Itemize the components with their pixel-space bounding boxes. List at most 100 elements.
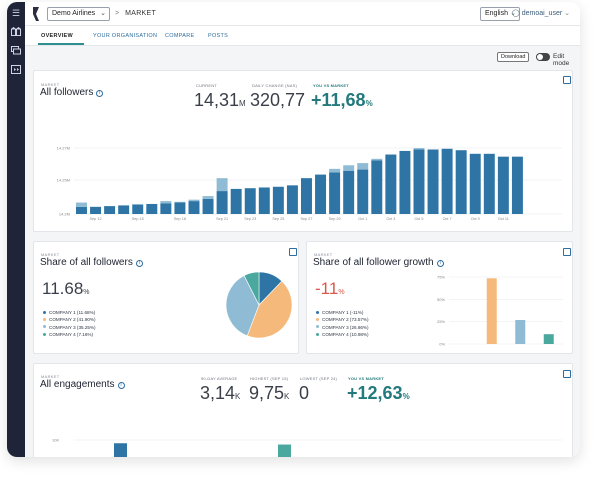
growth-card: MARKET Share of all follower growth i -11… <box>306 241 573 354</box>
share-value-unit: % <box>83 289 90 296</box>
user-name: demoai_user <box>521 10 563 17</box>
bar <box>427 149 439 214</box>
organisation-select[interactable]: Demo Airlines ⌄ <box>47 7 110 21</box>
edit-mode-toggle[interactable] <box>536 53 550 61</box>
messages-icon[interactable] <box>10 46 22 56</box>
tab-posts[interactable]: POSTS <box>208 33 229 39</box>
bar <box>399 150 411 214</box>
legend-dot <box>43 332 46 336</box>
bar <box>174 202 186 214</box>
dashboard-icon[interactable] <box>10 26 22 37</box>
x-tick-label: Sep 12 <box>90 217 102 221</box>
expand-icon[interactable] <box>563 370 571 378</box>
x-tick-label: Sep 25 <box>272 217 284 221</box>
stat-highest: 9,75K <box>249 383 289 404</box>
bar <box>272 186 284 214</box>
stat-label-current: CURRENT <box>196 83 217 88</box>
chevron-down-icon: ⌄ <box>510 10 516 17</box>
card-title: All followers i <box>40 87 104 98</box>
info-icon[interactable]: i <box>96 90 104 97</box>
legend-label: COMPANY 1 (-11%) <box>322 310 364 315</box>
bar <box>160 203 172 214</box>
legend-item: COMPANY 1 (11.68%) <box>43 310 96 317</box>
sidebar: ☰ <box>7 2 25 457</box>
stat-label-vs-market: YOU VS MARKET <box>313 83 349 88</box>
legend-item: COMPANY 3 (26.86%) <box>316 325 369 332</box>
stat-90-day-average-value: 3,14 <box>200 383 236 403</box>
x-tick-label: Sep 15 <box>132 217 144 221</box>
x-tick-label: Sep 27 <box>300 217 312 221</box>
stat-label-daily-change: DAILY CHANGE (NAS) <box>252 83 298 88</box>
legend-dot <box>43 317 46 321</box>
x-tick-label: Oct 9 <box>471 217 480 221</box>
stat-lowest: 0 <box>299 383 310 403</box>
stat-highest-unit: K <box>284 392 290 401</box>
bar <box>385 154 397 214</box>
expand-icon[interactable] <box>563 76 571 84</box>
bar <box>230 188 242 214</box>
followers-bar-chart: 14.2M 14.25M 14.27M Sep 12 Sep 15 Sep 18 Sep 2… <box>57 146 562 221</box>
stat-label-90-day-average: 90-DAY AVERAGE <box>201 376 238 381</box>
legend-item: COMPANY 4 (10.98%) <box>316 332 369 339</box>
y-tick-label: 50% <box>437 297 445 302</box>
bar <box>286 185 298 214</box>
expand-icon[interactable] <box>563 248 571 256</box>
y-tick-label: 14.27M <box>57 146 70 151</box>
user-menu[interactable]: ◯ demoai_user ⌄ <box>512 9 570 17</box>
bar <box>278 444 291 457</box>
stat-vs-market-unit: % <box>402 392 410 401</box>
stat-current: 14,31M <box>194 90 246 111</box>
bar <box>188 201 200 214</box>
breadcrumb-current: MARKET <box>125 10 157 17</box>
bar-change <box>160 201 172 204</box>
stat-90-day-average-unit: K <box>235 392 241 401</box>
info-icon[interactable]: i <box>135 260 143 267</box>
user-icon: ◯ <box>511 10 520 17</box>
bar-change <box>371 158 383 161</box>
bar <box>202 198 214 214</box>
active-tab-indicator <box>38 43 84 45</box>
menu-icon[interactable]: ☰ <box>11 8 21 18</box>
growth-value-number: -11 <box>315 279 339 298</box>
legend-dot <box>316 310 319 314</box>
bar <box>216 191 228 214</box>
card-kicker: MARKET <box>41 82 60 87</box>
card-title: All engagements i <box>40 379 125 390</box>
bar-change <box>343 165 355 171</box>
engagements-card: MARKET All engagements i 90-DAY AVERAGE 3… <box>33 363 573 457</box>
y-tick-label: 14.2M <box>59 212 70 217</box>
legend-item: COMPANY 4 (7.16%) <box>43 332 96 339</box>
media-icon[interactable] <box>10 65 22 75</box>
card-title-text: All followers <box>40 87 94 98</box>
stat-vs-market-value: +12,63 <box>347 383 403 403</box>
tab-overview[interactable]: OVERVIEW <box>41 33 73 39</box>
breadcrumb-separator: > <box>115 10 120 17</box>
share-value-number: 11.68 <box>42 279 84 298</box>
top-bar: Demo Airlines ⌄ > MARKET English ⌄ ◯ demo… <box>25 2 580 26</box>
download-button[interactable]: Download <box>497 52 530 62</box>
expand-icon[interactable] <box>289 248 297 256</box>
x-tick-label: Sep 23 <box>244 217 256 221</box>
card-title-text: Share of all followers <box>40 257 133 268</box>
growth-bar-chart: 75% 50% 25% 0% <box>437 275 563 347</box>
pie-slice <box>246 280 293 339</box>
bar <box>486 278 497 344</box>
pie-slice <box>243 271 260 306</box>
legend-label: COMPANY 2 (73.57%) <box>322 317 369 323</box>
tab-your-organisation[interactable]: YOUR ORGANISATION <box>93 33 158 39</box>
info-icon[interactable]: i <box>436 260 444 267</box>
tab-compare[interactable]: COMPARE <box>165 33 195 39</box>
share-card: MARKET Share of all followers i 11.68% CO… <box>33 241 299 354</box>
bar-change <box>188 199 200 202</box>
bar <box>244 188 256 214</box>
info-icon[interactable]: i <box>117 382 125 389</box>
stat-vs-market: +11,68% <box>311 90 373 111</box>
language-select[interactable]: English ⌄ <box>480 7 520 21</box>
bar <box>301 178 312 214</box>
share-pie-chart <box>225 271 293 339</box>
x-tick-label: Oct 11 <box>498 217 509 221</box>
legend-dot <box>316 317 319 321</box>
bar <box>441 148 453 214</box>
stat-label-lowest: LOWEST (SEP 24) <box>300 376 338 381</box>
stat-label-highest: HIGHEST (SEP 15) <box>250 376 289 381</box>
